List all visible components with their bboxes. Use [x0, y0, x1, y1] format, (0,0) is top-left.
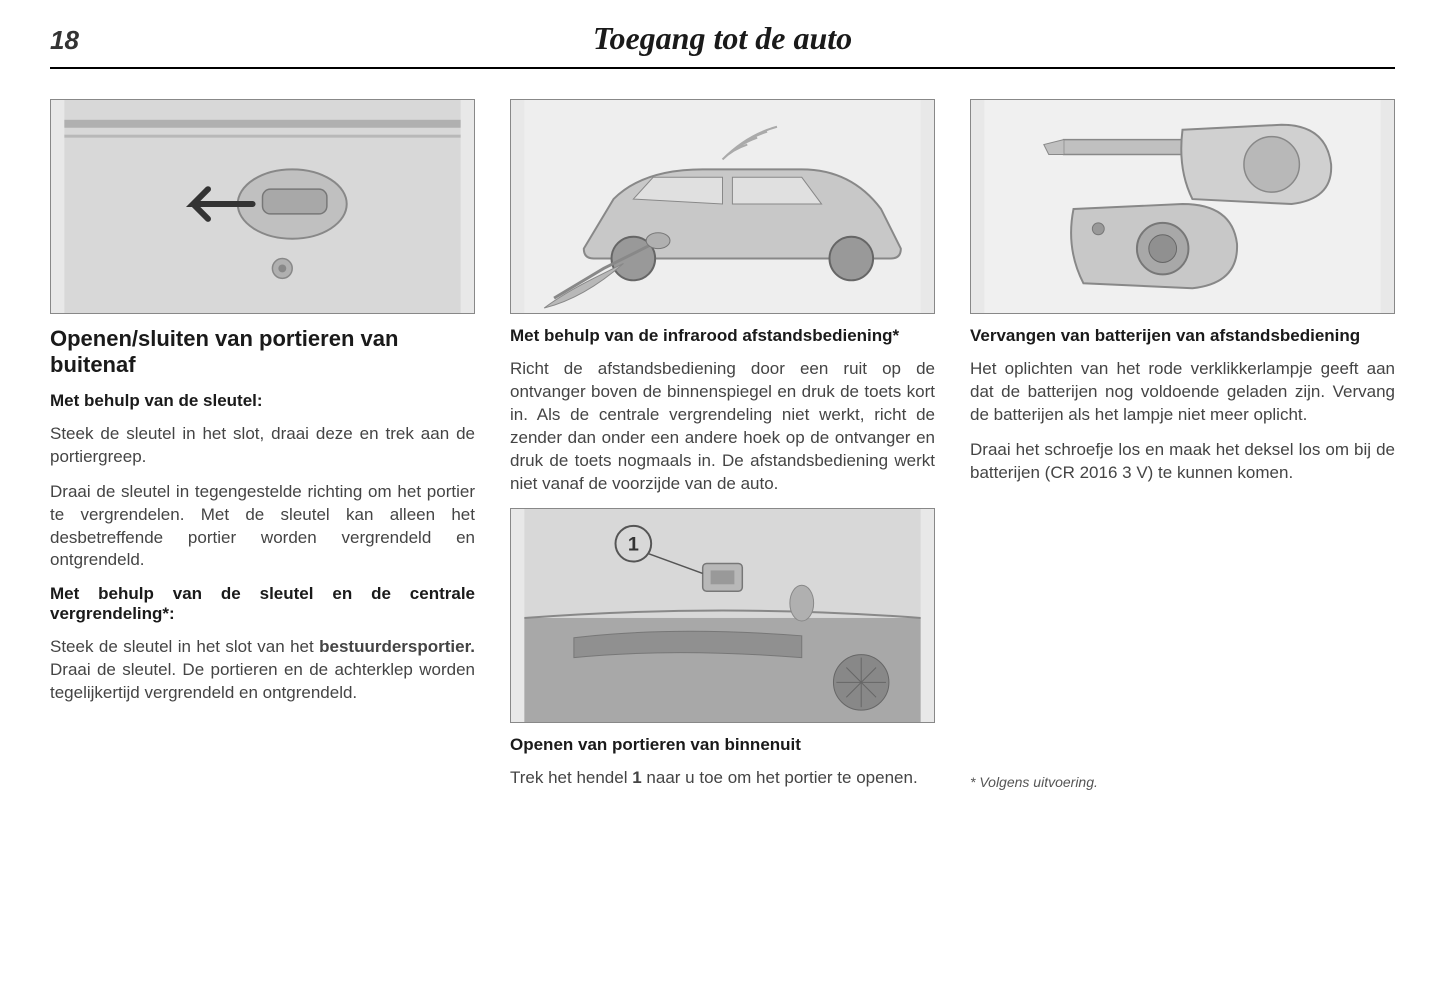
- col2-sub2-title: Openen van portieren van binnenuit: [510, 735, 935, 755]
- column-2: Met behulp van de infrarood afstandsbedi…: [510, 99, 935, 790]
- col1-sub1-p1: Steek de sleutel in het slot, draai deze…: [50, 423, 475, 469]
- svg-text:1: 1: [628, 533, 639, 555]
- remote-car-illustration: [511, 100, 934, 313]
- col2-sub2-p1: Trek het hendel 1 naar u toe om het port…: [510, 767, 935, 790]
- page-title: Toegang tot de auto: [50, 20, 1395, 57]
- door-handle-illustration: [51, 100, 474, 313]
- figure-door-handle: [50, 99, 475, 314]
- content-columns: Openen/sluiten van portieren van buitena…: [50, 99, 1395, 790]
- col1-sub2-title: Met behulp van de sleutel en de centrale…: [50, 584, 475, 624]
- key-battery-illustration: [971, 100, 1394, 313]
- figure-key-battery: [970, 99, 1395, 314]
- col3-sub1-title: Vervangen van batterijen van afstandsbed…: [970, 326, 1395, 346]
- header-divider: [50, 67, 1395, 69]
- col2-sub1-title: Met behulp van de infrarood afstandsbedi…: [510, 326, 935, 346]
- col3-sub1-p1: Het oplichten van het rode verklikkerlam…: [970, 358, 1395, 427]
- page-header: 18 Toegang tot de auto: [50, 20, 1395, 57]
- col3-sub1-p2: Draai het schroefje los en maak het deks…: [970, 439, 1395, 485]
- col2-sub2-p1-suffix: naar u toe om het portier te openen.: [642, 768, 918, 787]
- figure-remote-car: [510, 99, 935, 314]
- col1-sub1-p2: Draai de sleutel in tegengestelde richti…: [50, 481, 475, 573]
- col1-sub2-p1-prefix: Steek de sleutel in het slot van het: [50, 637, 319, 656]
- interior-handle-illustration: 1: [511, 509, 934, 722]
- col2-sub2-p1-prefix: Trek het hendel: [510, 768, 632, 787]
- col1-sub2-p1: Steek de sleutel in het slot van het bes…: [50, 636, 475, 705]
- col1-sub2-p1-bold: bestuurdersportier.: [319, 637, 475, 656]
- col2-sub2-p1-bold: 1: [632, 768, 641, 787]
- column-3: Vervangen van batterijen van afstandsbed…: [970, 99, 1395, 790]
- col1-section-title: Openen/sluiten van portieren van buitena…: [50, 326, 475, 379]
- col1-sub2-p1-suffix: Draai de sleutel. De portieren en de ach…: [50, 660, 475, 702]
- col2-sub1-p1: Richt de afstandsbediening door een ruit…: [510, 358, 935, 496]
- column-1: Openen/sluiten van portieren van buitena…: [50, 99, 475, 790]
- figure-interior-handle: 1: [510, 508, 935, 723]
- footnote: * Volgens uitvoering.: [970, 734, 1395, 790]
- col1-sub1-title: Met behulp van de sleutel:: [50, 391, 475, 411]
